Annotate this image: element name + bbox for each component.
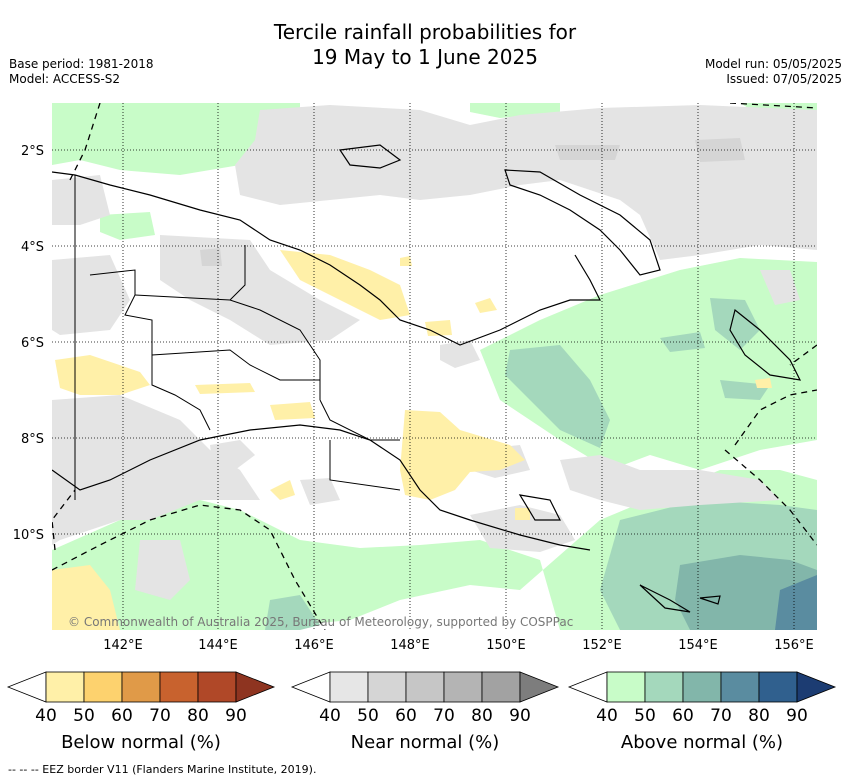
colorbar-swatch <box>758 671 798 703</box>
colorbar-tick-label: 90 <box>509 706 531 726</box>
title-line-2: 19 May to 1 June 2025 <box>312 45 538 69</box>
colorbar-swatch <box>45 671 85 703</box>
lon-label: 146°E <box>294 638 334 653</box>
colorbar-tick-label: 70 <box>710 706 732 726</box>
coastlines <box>52 144 802 613</box>
lon-label: 150°E <box>486 638 526 653</box>
province-borders <box>74 175 401 500</box>
colorbar-extend-left <box>567 671 608 703</box>
colorbar-swatch <box>443 671 483 703</box>
colorbar-tick-label: 80 <box>187 706 209 726</box>
colorbar-tick-label: 90 <box>786 706 808 726</box>
map-panel <box>52 103 817 630</box>
colorbar-tick-label: 90 <box>225 706 247 726</box>
colorbar-swatch <box>367 671 407 703</box>
colorbar-extend-right <box>235 671 276 703</box>
lon-label: 148°E <box>390 638 430 653</box>
latitude-labels: 2°S 4°S 6°S 8°S 10°S <box>13 144 44 543</box>
colorbar-extend-left <box>290 671 331 703</box>
colorbar-tick-label: 60 <box>672 706 694 726</box>
meta-left: Base period: 1981-2018 Model: ACCESS-S2 <box>9 57 154 87</box>
below-normal-regions <box>52 250 772 630</box>
copyright-note: © Commonwealth of Australia 2025, Bureau… <box>68 615 573 629</box>
colorbar-swatch <box>197 671 237 703</box>
colorbar-tick-label: 40 <box>35 706 57 726</box>
meta-right: Model run: 05/05/2025 Issued: 07/05/2025 <box>705 57 842 87</box>
lat-label: 6°S <box>21 336 44 351</box>
lon-label: 152°E <box>582 638 622 653</box>
colorbar-swatch <box>83 671 123 703</box>
lat-label: 4°S <box>21 240 44 255</box>
base-period: Base period: 1981-2018 <box>9 57 154 71</box>
colorbar-swatch <box>481 671 521 703</box>
colorbar-tick-label: 50 <box>73 706 95 726</box>
lon-label: 142°E <box>103 638 143 653</box>
longitude-labels: 142°E 144°E 146°E 148°E 150°E 152°E 154°E 156°E <box>103 638 814 653</box>
colorbar-tick-label: 80 <box>471 706 493 726</box>
colorbar-title: Above normal (%) <box>621 732 783 753</box>
issued-date: Issued: 07/05/2025 <box>726 72 842 86</box>
colorbar-extend-right <box>519 671 560 703</box>
colorbar-swatch <box>405 671 445 703</box>
map-title: Tercile rainfall probabilities for 19 Ma… <box>0 20 850 70</box>
eez-note: -- -- -- EEZ border V11 (Flanders Marine… <box>8 763 317 776</box>
colorbar-swatch <box>159 671 199 703</box>
colorbar-tick-label: 70 <box>433 706 455 726</box>
colorbar-tick-label: 40 <box>319 706 341 726</box>
colorbar-tick-label: 50 <box>634 706 656 726</box>
title-line-1: Tercile rainfall probabilities for <box>273 20 577 44</box>
colorbar-tick-label: 50 <box>357 706 379 726</box>
colorbar-extend-left <box>6 671 47 703</box>
lon-label: 156°E <box>774 638 814 653</box>
colorbar-swatch <box>720 671 760 703</box>
colorbar-swatch <box>329 671 369 703</box>
near-normal-regions <box>52 105 817 600</box>
model-run: Model run: 05/05/2025 <box>704 57 842 71</box>
lat-label: 10°S <box>13 528 44 543</box>
colorbar-swatch <box>121 671 161 703</box>
model-name: Model: ACCESS-S2 <box>9 72 121 86</box>
graticule <box>52 103 817 630</box>
colorbar-tick-label: 40 <box>596 706 618 726</box>
lon-label: 144°E <box>198 638 238 653</box>
colorbar-title: Near normal (%) <box>351 732 500 753</box>
colorbar-title: Below normal (%) <box>61 732 221 753</box>
colorbar-extend-right <box>796 671 837 703</box>
colorbar-tick-label: 70 <box>149 706 171 726</box>
colorbar-2: 40 50 60 70 80 90 Near normal (%) <box>290 671 560 753</box>
colorbar-swatch <box>644 671 684 703</box>
colorbar-swatch <box>606 671 646 703</box>
lon-label: 154°E <box>678 638 718 653</box>
above-normal-70-regions <box>775 575 817 630</box>
colorbar-tick-label: 60 <box>395 706 417 726</box>
colorbar-tick-label: 60 <box>111 706 133 726</box>
colorbar-tick-label: 80 <box>748 706 770 726</box>
lat-label: 2°S <box>21 144 44 159</box>
colorbar-swatch <box>682 671 722 703</box>
lat-label: 8°S <box>21 432 44 447</box>
